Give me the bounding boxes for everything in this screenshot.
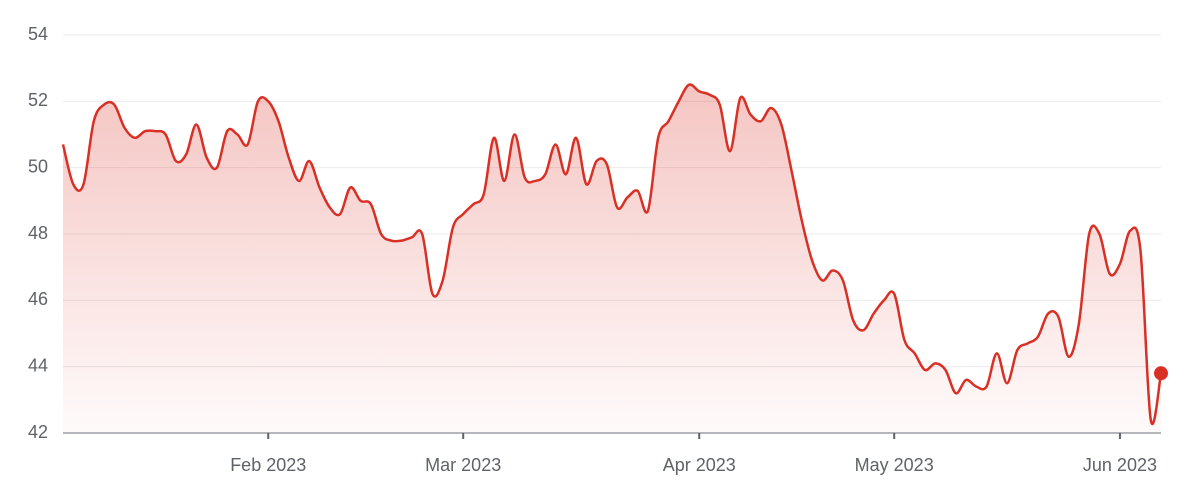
x-tick-label: Mar 2023 [425, 455, 501, 475]
x-tick-label: May 2023 [855, 455, 934, 475]
y-tick-label: 42 [28, 422, 48, 442]
area [63, 84, 1161, 433]
y-tick-label: 46 [28, 289, 48, 309]
y-tick-label: 52 [28, 90, 48, 110]
y-tick-label: 54 [28, 24, 48, 44]
y-tick-label: 48 [28, 223, 48, 243]
y-tick-label: 50 [28, 156, 48, 176]
line [61, 83, 1163, 425]
y-tick-label: 44 [28, 355, 48, 375]
x-tick-label: Apr 2023 [663, 455, 736, 475]
x-tick-label: Feb 2023 [230, 455, 306, 475]
end-marker [1154, 366, 1168, 381]
x-tick-label: Jun 2023 [1083, 455, 1157, 475]
